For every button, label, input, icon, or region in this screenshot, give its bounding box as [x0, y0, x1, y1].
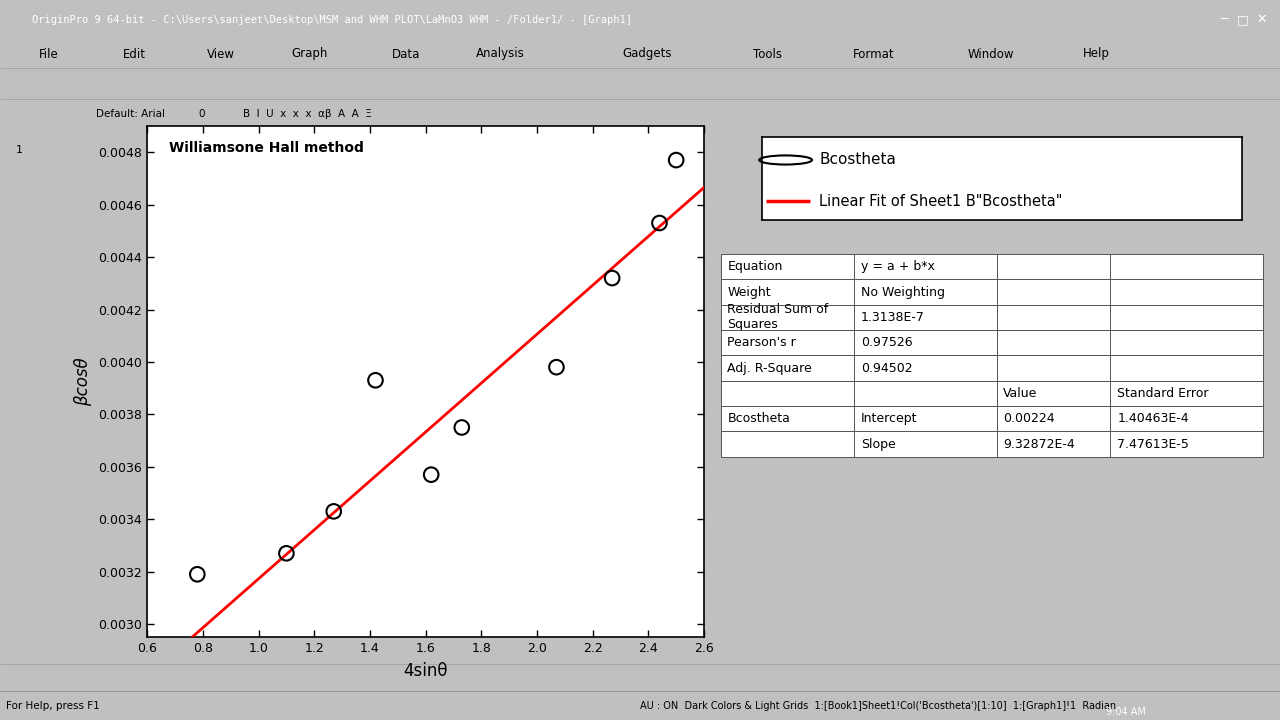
Point: [324, 505, 344, 517]
Text: AU : ON  Dark Colors & Light Grids  1:[Book1]Sheet1!Col('Bcostheta')[1:10]  1:[G: AU : ON Dark Colors & Light Grids 1:[Boo…: [640, 701, 1116, 711]
Text: Help: Help: [1083, 48, 1110, 60]
Text: 1: 1: [15, 145, 23, 156]
Text: Graph: Graph: [292, 48, 328, 60]
Text: Bcostheta: Bcostheta: [819, 153, 896, 168]
Point: [187, 569, 207, 580]
Text: Analysis: Analysis: [476, 48, 525, 60]
Text: Default: Arial: Default: Arial: [96, 109, 165, 119]
Text: Data: Data: [392, 48, 420, 60]
Point: [649, 217, 669, 229]
Y-axis label: βcosθ: βcosθ: [73, 357, 91, 406]
Point: [666, 154, 686, 166]
Text: File: File: [38, 48, 58, 60]
Text: Format: Format: [852, 48, 895, 60]
Text: View: View: [207, 48, 236, 60]
Point: [365, 374, 385, 386]
X-axis label: 4sinθ: 4sinθ: [403, 662, 448, 680]
Text: B  I  U  x  x  x  αβ  A  A  Ξ: B I U x x x αβ A A Ξ: [243, 109, 372, 119]
Text: 9:04 AM: 9:04 AM: [1106, 707, 1147, 717]
Text: ✕: ✕: [1257, 13, 1267, 27]
Text: Gadgets: Gadgets: [622, 48, 672, 60]
Text: □: □: [1236, 13, 1249, 27]
Text: 0: 0: [198, 109, 205, 119]
Text: Linear Fit of Sheet1 B"Bcostheta": Linear Fit of Sheet1 B"Bcostheta": [819, 194, 1062, 209]
Text: Williamsone Hall method: Williamsone Hall method: [169, 141, 365, 156]
Text: Edit: Edit: [123, 48, 146, 60]
Text: Tools: Tools: [753, 48, 782, 60]
Point: [602, 272, 622, 284]
Point: [547, 361, 567, 373]
Text: ─: ─: [1220, 13, 1228, 27]
Text: For Help, press F1: For Help, press F1: [6, 701, 100, 711]
Point: [421, 469, 442, 480]
Text: OriginPro 9 64-bit - C:\Users\sanjeet\Desktop\MSM and WHM PLOT\LaMnO3 WHM - /Fol: OriginPro 9 64-bit - C:\Users\sanjeet\De…: [32, 15, 632, 24]
Point: [276, 547, 297, 559]
Point: [452, 422, 472, 433]
Text: Window: Window: [968, 48, 1014, 60]
